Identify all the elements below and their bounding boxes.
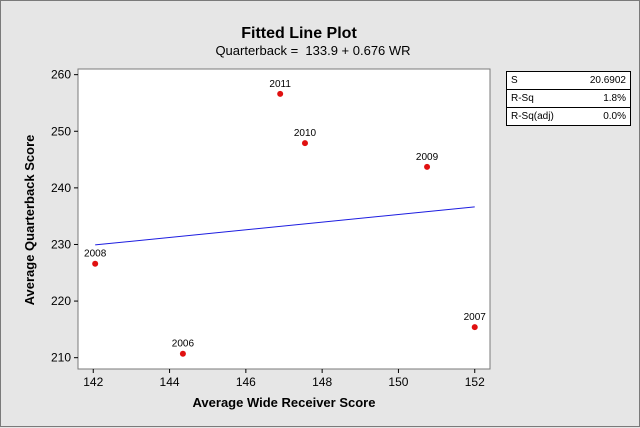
chart-title: Fitted Line Plot [241,25,357,42]
data-point-label: 2010 [294,128,317,139]
data-point [424,163,431,170]
x-tick-label: 152 [465,375,485,389]
data-point [92,260,99,267]
data-point-label: 2007 [464,312,487,323]
y-tick-label: 260 [51,68,71,82]
y-tick-label: 210 [51,351,71,365]
y-tick-label: 250 [51,124,71,138]
plot-area [77,68,491,370]
data-point-label: 2011 [269,79,291,90]
fit-line [95,206,475,246]
x-tick-label: 142 [83,375,103,389]
stats-box: S 20.6902 R-Sq 1.8% R-Sq(adj) 0.0% [506,71,631,126]
stats-label: R-Sq [511,93,534,104]
stats-label: S [511,75,518,86]
x-axis-label: Average Wide Receiver Score [193,395,376,410]
data-point [179,350,186,357]
y-axis-label: Average Quarterback Score [22,135,37,306]
x-tick-label: 144 [160,375,180,389]
y-tick-label: 240 [51,181,71,195]
x-tick-label: 150 [388,375,408,389]
stats-value: 0.0% [603,111,626,122]
y-tick-label: 230 [51,237,71,251]
stats-value: 20.6902 [589,75,626,86]
data-point-label: 2008 [84,249,107,260]
data-point-label: 2006 [172,339,195,350]
data-point [277,90,284,97]
stats-value: 1.8% [603,93,626,104]
stats-label: R-Sq(adj) [511,111,554,122]
y-tick-label: 220 [51,294,71,308]
x-tick-label: 146 [236,375,256,389]
chart-subtitle: Quarterback = 133.9 + 0.676 WR [215,43,410,58]
stats-row-s: S 20.6902 [507,72,630,90]
x-tick-label: 148 [312,375,332,389]
data-point-label: 2009 [416,152,439,163]
data-point [301,140,308,147]
stats-row-rsq: R-Sq 1.8% [507,90,630,108]
data-point [471,324,478,331]
stats-row-rsq-adj: R-Sq(adj) 0.0% [507,108,630,125]
